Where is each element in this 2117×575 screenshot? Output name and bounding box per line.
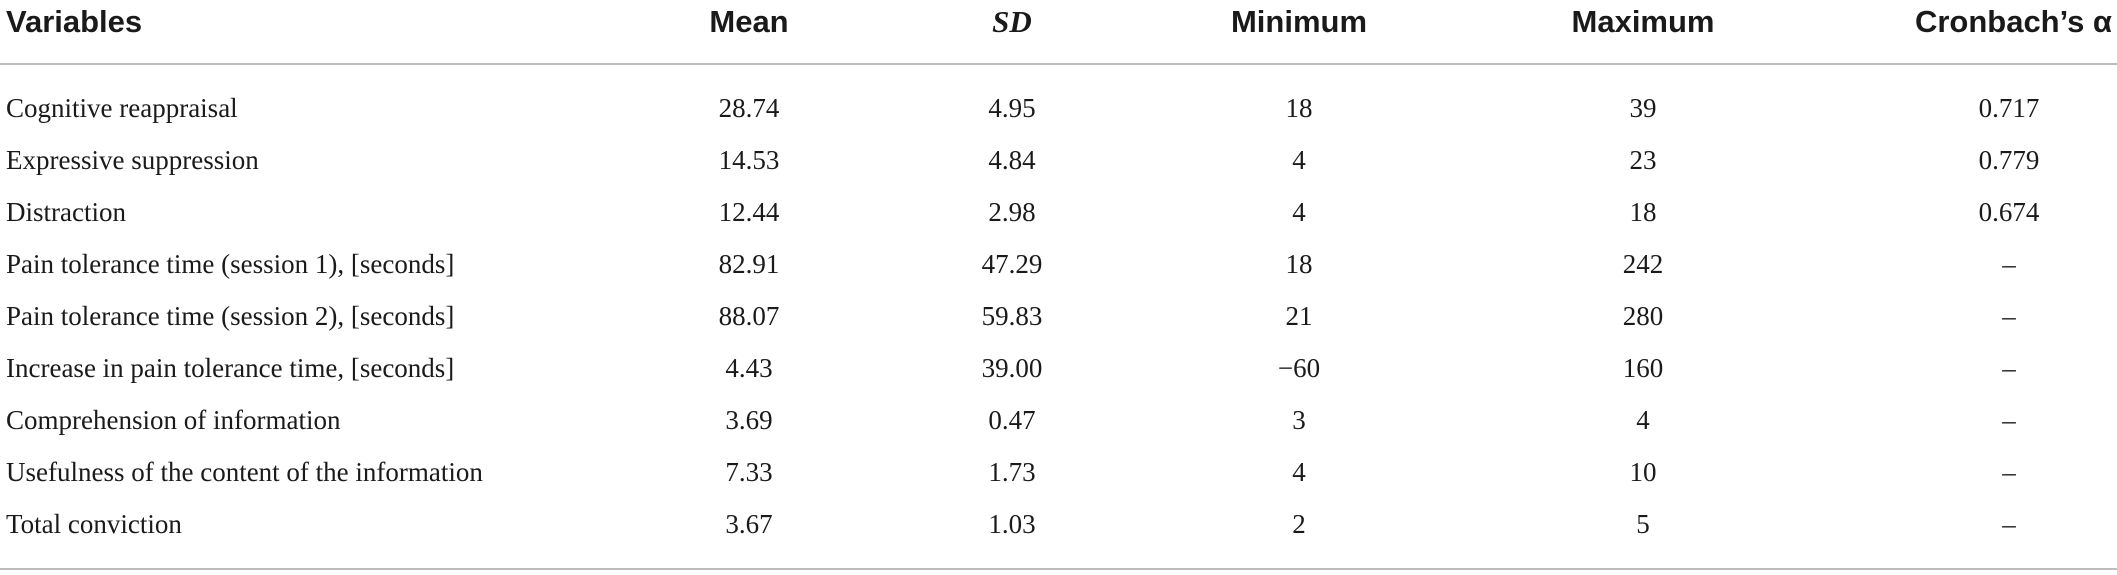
cell-maximum: 4 — [1636, 405, 1650, 435]
header-variables: Variables — [6, 4, 143, 39]
cell-maximum: 39 — [1629, 93, 1657, 123]
header-minimum: Minimum — [1230, 4, 1368, 39]
table-row: Comprehension of information 3.69 0.47 3… — [0, 394, 2117, 446]
header-sd: SD — [992, 4, 1032, 39]
cell-variable: Comprehension of information — [6, 405, 341, 435]
cell-maximum: 10 — [1629, 457, 1657, 487]
cell-sd: 39.00 — [981, 353, 1043, 383]
cell-alpha: – — [2002, 405, 2016, 435]
cell-variable: Increase in pain tolerance time, [second… — [6, 353, 455, 383]
cell-minimum: 2 — [1292, 509, 1306, 539]
cell-maximum: 242 — [1622, 249, 1664, 279]
cell-sd: 1.03 — [988, 509, 1036, 539]
cell-mean: 14.53 — [718, 145, 780, 175]
cell-maximum: 5 — [1636, 509, 1650, 539]
cell-maximum: 23 — [1629, 145, 1657, 175]
table-row: Distraction 12.44 2.98 4 18 0.674 — [0, 186, 2117, 238]
cell-sd: 1.73 — [988, 457, 1036, 487]
table-row: Cognitive reappraisal 28.74 4.95 18 39 0… — [0, 82, 2117, 134]
cell-minimum: 4 — [1292, 457, 1306, 487]
cell-maximum: 160 — [1622, 353, 1664, 383]
cell-minimum: 18 — [1285, 249, 1313, 279]
cell-mean: 82.91 — [718, 249, 780, 279]
table-bottom-rule — [0, 568, 2117, 570]
cell-alpha: – — [2002, 509, 2016, 539]
cell-maximum: 18 — [1629, 197, 1657, 227]
cell-alpha: – — [2002, 301, 2016, 331]
table-row: Pain tolerance time (session 1), [second… — [0, 238, 2117, 290]
header-mean: Mean — [709, 4, 789, 39]
cell-sd: 4.95 — [988, 93, 1036, 123]
cell-minimum: 4 — [1292, 197, 1306, 227]
cell-variable: Cognitive reappraisal — [6, 93, 238, 123]
cell-variable: Pain tolerance time (session 1), [second… — [6, 249, 455, 279]
cell-mean: 4.43 — [725, 353, 773, 383]
cell-minimum: 3 — [1292, 405, 1306, 435]
cell-variable: Distraction — [6, 197, 126, 227]
table-row: Increase in pain tolerance time, [second… — [0, 342, 2117, 394]
header-maximum: Maximum — [1571, 4, 1715, 39]
cell-mean: 3.69 — [725, 405, 773, 435]
table-row: Pain tolerance time (session 2), [second… — [0, 290, 2117, 342]
cell-minimum: 21 — [1285, 301, 1313, 331]
cell-sd: 2.98 — [988, 197, 1036, 227]
cell-alpha: – — [2002, 353, 2016, 383]
table-row: Expressive suppression 14.53 4.84 4 23 0… — [0, 134, 2117, 186]
header-divider — [0, 63, 2117, 65]
cell-alpha: – — [2002, 249, 2016, 279]
cell-sd: 4.84 — [988, 145, 1036, 175]
cell-variable: Pain tolerance time (session 2), [second… — [6, 301, 455, 331]
cell-variable: Usefulness of the content of the informa… — [6, 457, 483, 487]
cell-mean: 3.67 — [725, 509, 773, 539]
table-row: Usefulness of the content of the informa… — [0, 446, 2117, 498]
cell-maximum: 280 — [1622, 301, 1664, 331]
header-cronbachs-alpha: Cronbach’s α — [1914, 4, 2112, 39]
cell-minimum: 18 — [1285, 93, 1313, 123]
table-row: Total conviction 3.67 1.03 2 5 – — [0, 498, 2117, 550]
cell-mean: 7.33 — [725, 457, 773, 487]
cell-sd: 59.83 — [981, 301, 1043, 331]
cell-variable: Total conviction — [6, 509, 182, 539]
cell-mean: 12.44 — [718, 197, 780, 227]
cell-alpha: 0.717 — [1978, 93, 2040, 123]
cell-sd: 47.29 — [981, 249, 1043, 279]
cell-alpha: – — [2002, 457, 2016, 487]
cell-mean: 28.74 — [718, 93, 780, 123]
cell-variable: Expressive suppression — [6, 145, 259, 175]
cell-sd: 0.47 — [988, 405, 1036, 435]
cell-minimum: 4 — [1292, 145, 1306, 175]
cell-alpha: 0.779 — [1978, 145, 2040, 175]
table-header-row: Variables Mean SD Minimum Maximum Cronba… — [0, 0, 2117, 44]
cell-mean: 88.07 — [718, 301, 780, 331]
cell-minimum: −60 — [1277, 353, 1321, 383]
cell-alpha: 0.674 — [1978, 197, 2040, 227]
